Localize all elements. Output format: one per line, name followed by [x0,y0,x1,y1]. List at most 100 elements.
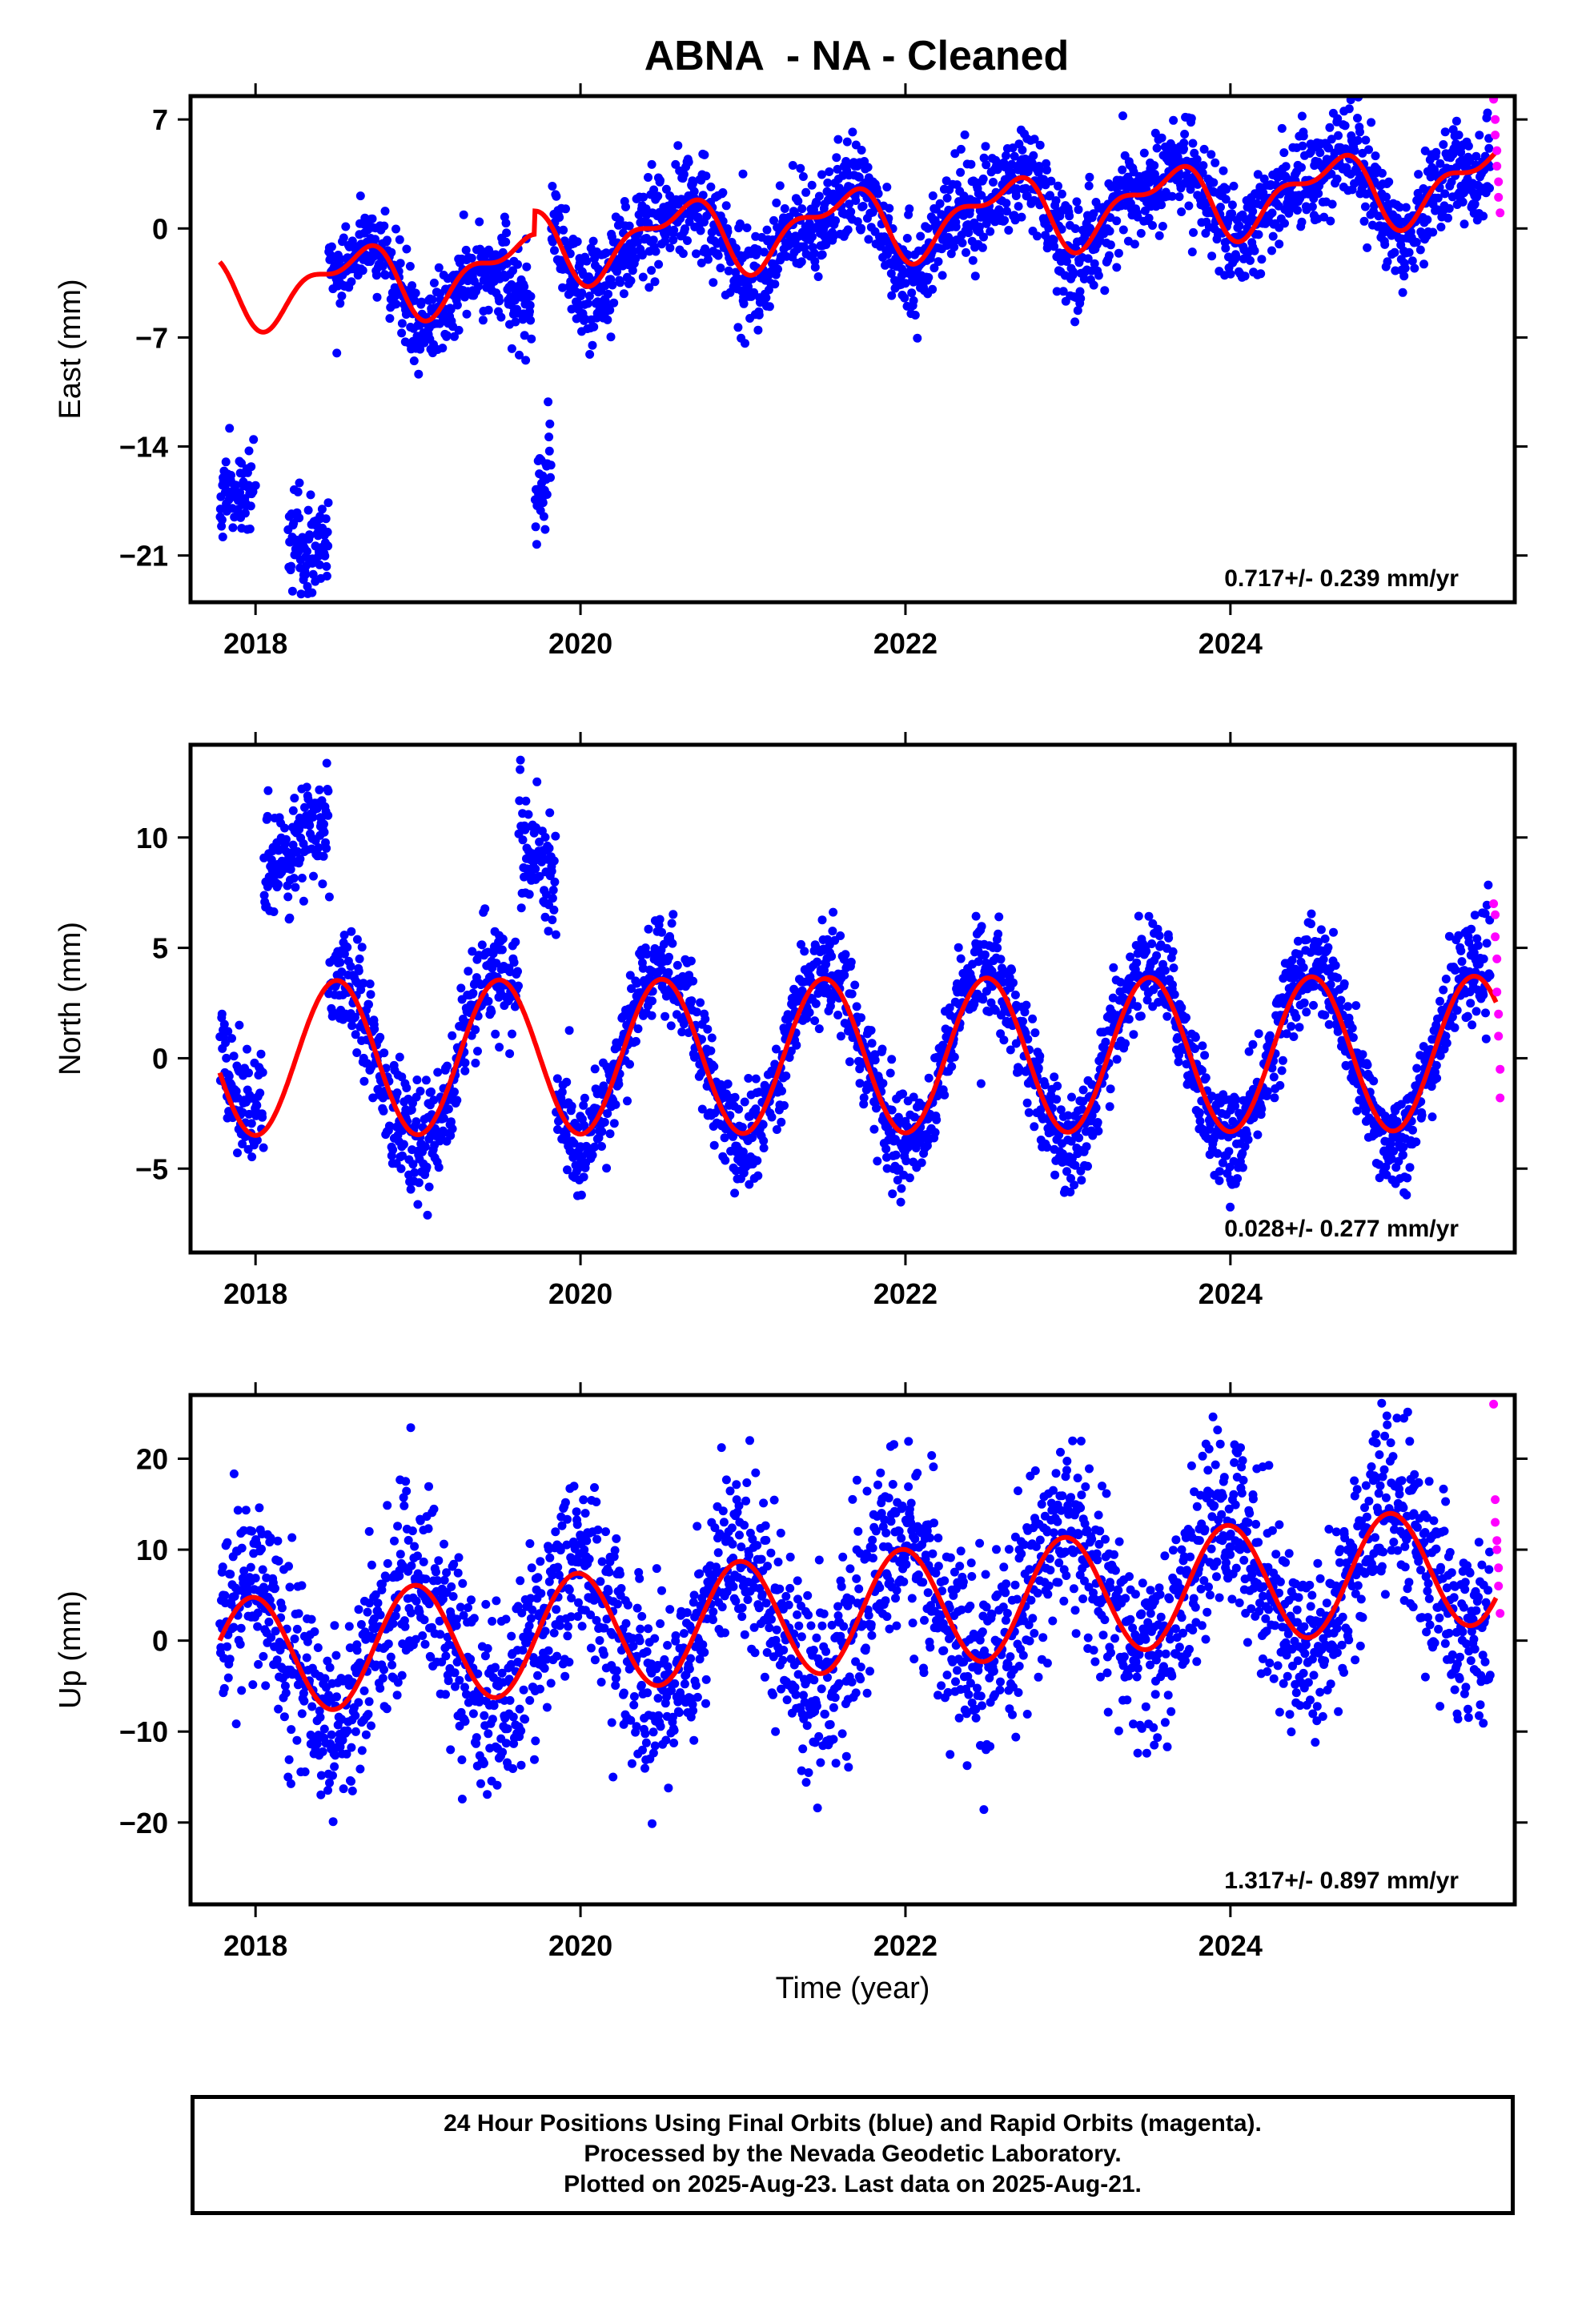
north-final-point [978,995,988,1004]
east-final-point [244,446,254,456]
east-final-point [544,432,554,442]
north-final-point [744,1074,753,1083]
north-final-point [846,957,856,967]
north-final-point [252,1100,262,1110]
north-final-point [444,1104,453,1114]
east-final-point [1065,211,1074,221]
east-final-point [1400,263,1410,273]
north-final-point [950,1052,959,1062]
north-final-point [247,1152,257,1162]
north-final-point [366,990,375,999]
north-final-point [1293,936,1303,946]
east-final-point [809,248,819,258]
east-final-point [845,199,854,209]
east-final-point [1377,168,1387,178]
east-rapid-point [1491,115,1500,124]
north-final-point [509,958,519,967]
north-final-point [772,1125,781,1134]
east-final-point [559,225,568,235]
north-final-point [379,1106,388,1116]
east-final-point [928,191,938,200]
north-final-point [324,892,334,902]
north-final-point [792,1040,801,1050]
east-final-point [1364,145,1373,155]
east-final-point [572,237,582,247]
east-final-point [864,235,873,244]
east-final-point [478,316,488,325]
east-final-point [317,505,327,514]
east-final-point [548,237,557,247]
east-final-point [1398,287,1407,297]
north-final-point [893,1176,902,1185]
north-final-point [841,950,850,959]
east-final-point [842,137,852,147]
east-final-point [1254,230,1263,239]
east-final-point [656,175,665,185]
east-final-point [1235,221,1244,231]
north-final-point [901,1156,911,1166]
east-final-point [626,276,636,285]
east-final-point [454,325,464,335]
east-final-point [1469,200,1479,210]
east-final-point [367,214,377,223]
east-final-point [1042,165,1051,175]
north-final-point [1091,1103,1101,1112]
east-final-point [902,234,912,243]
north-final-point [813,957,822,967]
east-final-point [930,263,939,273]
east-final-point [385,314,395,324]
north-final-point [667,919,677,928]
east-final-point [1216,203,1225,212]
east-final-point [907,288,917,298]
east-final-point [1297,111,1307,121]
north-final-point [243,1044,251,1054]
north-final-point [877,1044,887,1054]
north-final-point [1170,990,1179,999]
north-final-point [1168,980,1177,990]
east-final-point [410,296,420,305]
east-ytick-label: 0 [152,212,168,245]
north-final-point [347,1021,357,1031]
north-final-point [263,786,273,795]
east-final-point [909,296,918,305]
east-final-point [1443,213,1452,223]
east-final-point [764,285,773,295]
north-final-point [1277,1066,1287,1076]
north-final-point [729,1132,737,1141]
east-final-point [339,233,348,243]
east-final-point [502,259,512,268]
north-final-point [1018,1016,1027,1026]
north-final-point [706,1046,716,1055]
east-final-point [1177,207,1186,216]
east-final-point [858,202,868,211]
east-final-point [245,525,255,533]
north-final-point [322,843,331,853]
north-final-point [548,886,558,895]
north-final-point [859,1100,869,1109]
east-final-point [1118,111,1127,121]
east-final-point [970,271,980,281]
north-final-point [497,945,507,955]
east-final-point [305,531,315,541]
east-final-point [760,247,769,257]
north-final-point [516,755,525,765]
north-final-point [797,939,805,949]
east-final-point [977,191,986,200]
north-final-point [434,1163,444,1172]
east-final-point [678,249,688,259]
east-final-point [561,204,570,214]
east-final-point [1076,294,1086,304]
north-final-point [423,1210,432,1220]
east-final-point [287,561,296,571]
north-final-point [407,1105,416,1115]
east-final-point [1297,217,1307,227]
north-final-point [1009,978,1018,987]
north-final-point [1295,1023,1304,1032]
north-final-point [515,796,524,806]
north-final-point [364,999,373,1009]
east-final-point [1186,114,1196,123]
east-final-point [851,140,861,150]
east-final-point [1012,184,1022,194]
east-final-point [738,169,748,179]
north-final-point [227,1034,236,1043]
